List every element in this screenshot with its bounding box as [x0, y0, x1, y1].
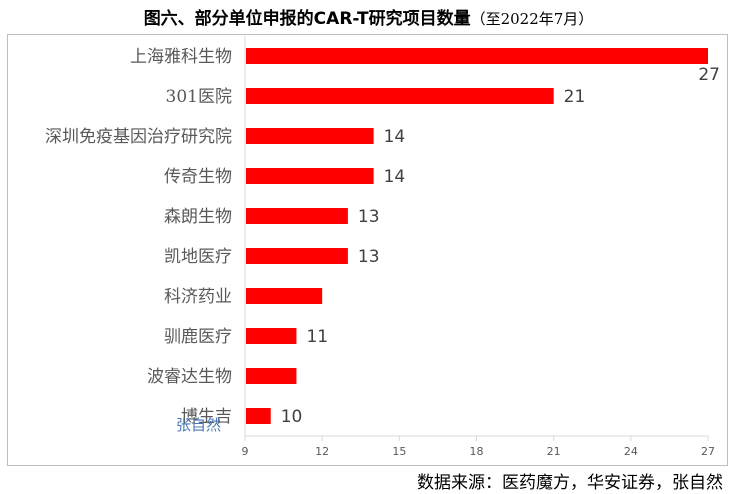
x-tick-label: 24: [624, 445, 638, 458]
data-label: 11: [306, 327, 328, 347]
category-label: 波睿达生物: [147, 367, 232, 387]
x-tick-label: 15: [392, 445, 406, 458]
bar: [246, 288, 323, 304]
chart-title-main: 图六、部分单位申报的CAR-T研究项目数量: [143, 9, 471, 29]
bar: [246, 248, 348, 264]
bar: [246, 208, 348, 224]
x-tick-label: 12: [315, 445, 329, 458]
bar: [246, 408, 271, 424]
data-label: 21: [564, 87, 586, 107]
data-label: 27: [698, 65, 720, 85]
x-tick-label: 18: [470, 445, 484, 458]
category-label: 凯地医疗: [164, 247, 232, 267]
data-label: 10: [281, 407, 303, 427]
category-label: 森朗生物: [164, 207, 232, 227]
bar: [246, 88, 554, 104]
chart-frame: [7, 34, 728, 466]
data-label: 14: [384, 127, 406, 147]
x-tick-label: 21: [547, 445, 561, 458]
bar: [246, 368, 297, 384]
category-label: 上海雅科生物: [130, 47, 232, 67]
category-label: 驯鹿医疗: [164, 327, 232, 347]
data-label: 13: [358, 247, 380, 267]
bar: [246, 128, 374, 144]
chart-title-sub: （至2022年7月）: [470, 10, 594, 28]
bar: [246, 48, 708, 64]
category-label: 301医院: [166, 87, 232, 107]
bar: [246, 328, 297, 344]
chart-title: 图六、部分单位申报的CAR-T研究项目数量（至2022年7月）: [0, 4, 737, 29]
source-note: 数据来源：医药魔方，华安证券，张自然: [417, 473, 723, 493]
category-label: 博生吉: [181, 407, 232, 427]
category-label: 深圳免疫基因治疗研究院: [45, 127, 232, 147]
x-tick-label: 27: [701, 445, 715, 458]
data-label: 13: [358, 207, 380, 227]
bar: [246, 168, 374, 184]
watermark-text: 张自然: [176, 416, 222, 434]
data-label: 14: [384, 167, 406, 187]
category-label: 科济药业: [164, 287, 232, 307]
x-tick-label: 9: [242, 445, 249, 458]
category-label: 传奇生物: [164, 167, 232, 187]
